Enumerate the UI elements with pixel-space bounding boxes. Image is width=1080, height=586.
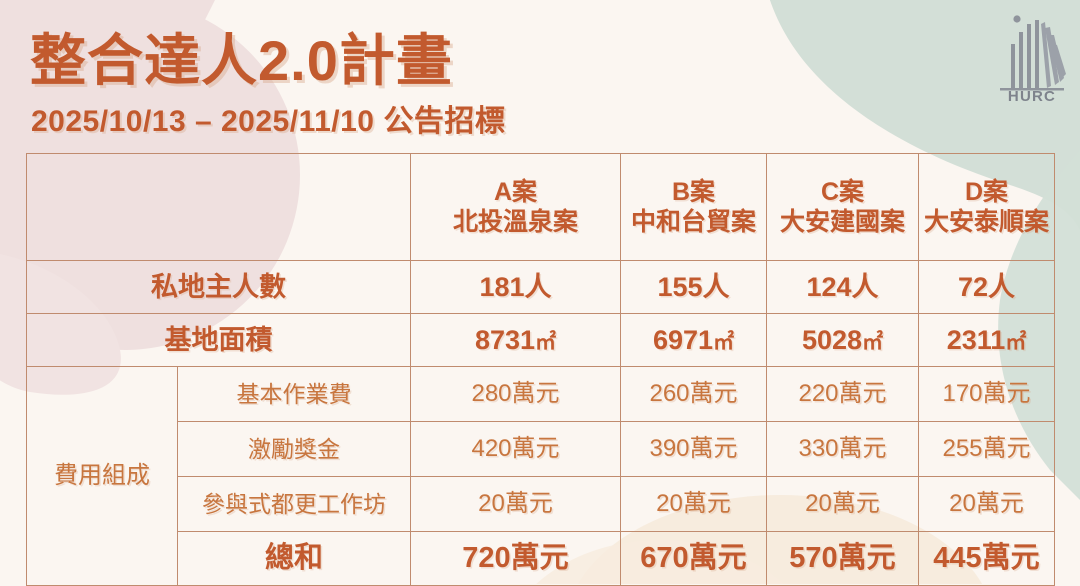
cell-workshop-b: 20萬元 — [620, 476, 767, 532]
cell-basic-fee-a: 280萬元 — [410, 366, 621, 422]
column-name-a: 北投溫泉案 — [452, 208, 578, 236]
cell-landowners-a: 181人 — [410, 260, 621, 314]
column-code-d: D案 — [964, 177, 1009, 206]
cell-basic-fee-d: 170萬元 — [918, 366, 1055, 422]
unit-sqm: ㎡ — [1005, 330, 1027, 354]
unit-sqm: ㎡ — [713, 330, 735, 354]
row-group-label-fee-composition: 費用組成 — [26, 366, 178, 586]
row-label-site-area: 基地面積 — [26, 313, 411, 367]
table-header-row: A案 北投溫泉案 B案 中和台貿案 C案 大安建國案 D案 大安泰順案 — [26, 153, 1055, 261]
cell-landowners-d: 72人 — [918, 260, 1055, 314]
table-row-incentive-bonus: 激勵獎金 420萬元 390萬元 330萬元 255萬元 — [27, 421, 1055, 477]
column-header-a: A案 北投溫泉案 — [410, 153, 621, 261]
comparison-table-wrapper: A案 北投溫泉案 B案 中和台貿案 C案 大安建國案 D案 大安泰順案 私地主人… — [26, 153, 1055, 586]
column-name-c: 大安建國案 — [779, 208, 905, 236]
table-row-workshop: 參與式都更工作坊 20萬元 20萬元 20萬元 20萬元 — [27, 476, 1055, 532]
page-title: 整合達人2.0計畫 — [30, 29, 453, 92]
hurc-logo-wordmark: HURC — [1007, 88, 1057, 105]
cell-site-area-d: 2311㎡ — [918, 313, 1055, 367]
cell-total-c: 570萬元 — [766, 531, 919, 586]
comparison-table: A案 北投溫泉案 B案 中和台貿案 C案 大安建國案 D案 大安泰順案 私地主人… — [26, 153, 1055, 586]
cell-total-a: 720萬元 — [410, 531, 621, 586]
page-header: 整合達人2.0計畫 2025/10/13 – 2025/11/10 公告招標 — [0, 0, 1080, 153]
table-row-basic-fee: 費用組成 基本作業費 280萬元 260萬元 220萬元 170萬元 — [26, 366, 1055, 586]
unit-sqm: ㎡ — [535, 330, 557, 354]
hurc-logo-icon — [1000, 15, 1066, 91]
cell-incentive-bonus-a: 420萬元 — [410, 421, 621, 477]
table-row-site-area: 基地面積 8731㎡ 6971㎡ 5028㎡ 2311㎡ — [26, 313, 1055, 367]
table-row-landowners: 私地主人數 181人 155人 124人 72人 — [26, 260, 1055, 314]
column-header-c: C案 大安建國案 — [766, 153, 919, 261]
cell-basic-fee-c: 220萬元 — [766, 366, 919, 422]
cell-incentive-bonus-c: 330萬元 — [766, 421, 919, 477]
page-subtitle: 2025/10/13 – 2025/11/10 公告招標 — [31, 105, 506, 138]
column-name-b: 中和台貿案 — [630, 208, 756, 236]
column-name-d: 大安泰順案 — [923, 208, 1049, 236]
cell-site-area-a: 8731㎡ — [410, 313, 621, 367]
column-code-a: A案 — [493, 177, 538, 206]
column-code-b: B案 — [671, 177, 716, 206]
cell-landowners-b: 155人 — [620, 260, 767, 314]
cell-workshop-a: 20萬元 — [410, 476, 621, 532]
unit-sqm: ㎡ — [862, 330, 884, 354]
column-code-c: C案 — [820, 177, 865, 206]
column-header-b: B案 中和台貿案 — [620, 153, 767, 261]
cell-site-area-b: 6971㎡ — [620, 313, 767, 367]
cell-incentive-bonus-d: 255萬元 — [918, 421, 1055, 477]
cell-workshop-c: 20萬元 — [766, 476, 919, 532]
row-label-workshop: 參與式都更工作坊 — [177, 476, 411, 532]
row-label-landowners: 私地主人數 — [26, 260, 411, 314]
table-corner-cell — [26, 153, 411, 261]
cell-site-area-c: 5028㎡ — [766, 313, 919, 367]
cell-incentive-bonus-b: 390萬元 — [620, 421, 767, 477]
column-header-d: D案 大安泰順案 — [918, 153, 1055, 261]
row-label-basic-fee: 基本作業費 — [177, 366, 411, 422]
cell-landowners-c: 124人 — [766, 260, 919, 314]
cell-total-d: 445萬元 — [918, 531, 1055, 586]
cell-workshop-d: 20萬元 — [918, 476, 1055, 532]
cell-basic-fee-b: 260萬元 — [620, 366, 767, 422]
cell-total-b: 670萬元 — [620, 531, 767, 586]
table-row-total: 總和 720萬元 670萬元 570萬元 445萬元 — [27, 531, 1055, 586]
row-label-incentive-bonus: 激勵獎金 — [177, 421, 411, 477]
row-label-total: 總和 — [177, 531, 411, 586]
